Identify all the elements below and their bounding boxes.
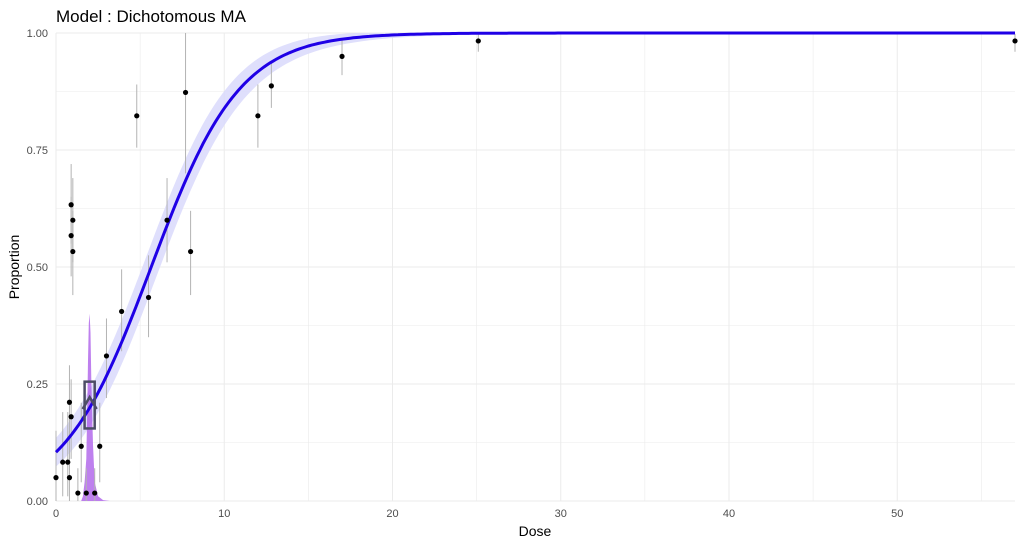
y-axis-title: Proportion — [6, 235, 22, 300]
data-point — [78, 443, 84, 449]
data-point — [255, 113, 261, 119]
data-point — [70, 217, 76, 223]
data-point — [134, 113, 140, 119]
chart-title: Model : Dichotomous MA — [56, 7, 247, 26]
data-point — [119, 308, 125, 315]
data-point — [475, 38, 481, 44]
data-point — [68, 202, 74, 208]
fit-curve — [54, 31, 1015, 454]
grid — [55, 32, 1015, 502]
data-point — [53, 475, 59, 481]
data-point — [92, 490, 98, 496]
data-points — [53, 38, 1018, 496]
x-tick-labels: 0 10 20 30 40 50 — [53, 508, 903, 520]
x-tick-label: 40 — [723, 508, 735, 520]
fit-band-area — [56, 33, 1015, 467]
data-point — [66, 399, 73, 405]
data-point — [83, 490, 89, 496]
data-point — [164, 217, 170, 223]
data-point — [68, 414, 74, 420]
fit-curve-line — [54, 31, 1015, 454]
data-point — [65, 459, 71, 465]
bmd-density — [81, 313, 110, 501]
y-tick-label: 1.00 — [27, 28, 48, 40]
data-point — [103, 353, 110, 359]
bmd-arrow — [81, 394, 98, 410]
y-tick-label: 0.75 — [27, 145, 48, 157]
data-point — [75, 490, 81, 496]
data-point — [268, 83, 274, 89]
y-tick-labels: 0.00 0.25 0.50 0.75 1.00 — [27, 28, 48, 508]
x-tick-label: 0 — [53, 508, 59, 520]
data-point — [339, 53, 345, 60]
fit-band — [56, 33, 1015, 467]
x-axis-title: Dose — [519, 523, 552, 539]
x-tick-label: 10 — [218, 508, 230, 520]
x-tick-label: 20 — [386, 508, 398, 520]
error-bars — [55, 33, 1016, 501]
bmd-marker — [81, 380, 98, 430]
x-tick-label: 50 — [891, 508, 903, 520]
data-point — [1012, 38, 1018, 44]
data-point — [182, 89, 189, 96]
data-point — [66, 475, 73, 481]
data-point — [70, 248, 76, 255]
data-point — [145, 294, 152, 301]
x-tick-label: 30 — [555, 508, 567, 520]
y-tick-label: 0.00 — [27, 496, 48, 508]
data-point — [60, 459, 66, 465]
bmd-density-area — [81, 313, 110, 501]
y-tick-label: 0.50 — [27, 262, 48, 274]
y-tick-label: 0.25 — [27, 379, 48, 391]
data-point — [68, 233, 74, 239]
data-point — [97, 443, 103, 449]
data-point — [187, 248, 194, 255]
